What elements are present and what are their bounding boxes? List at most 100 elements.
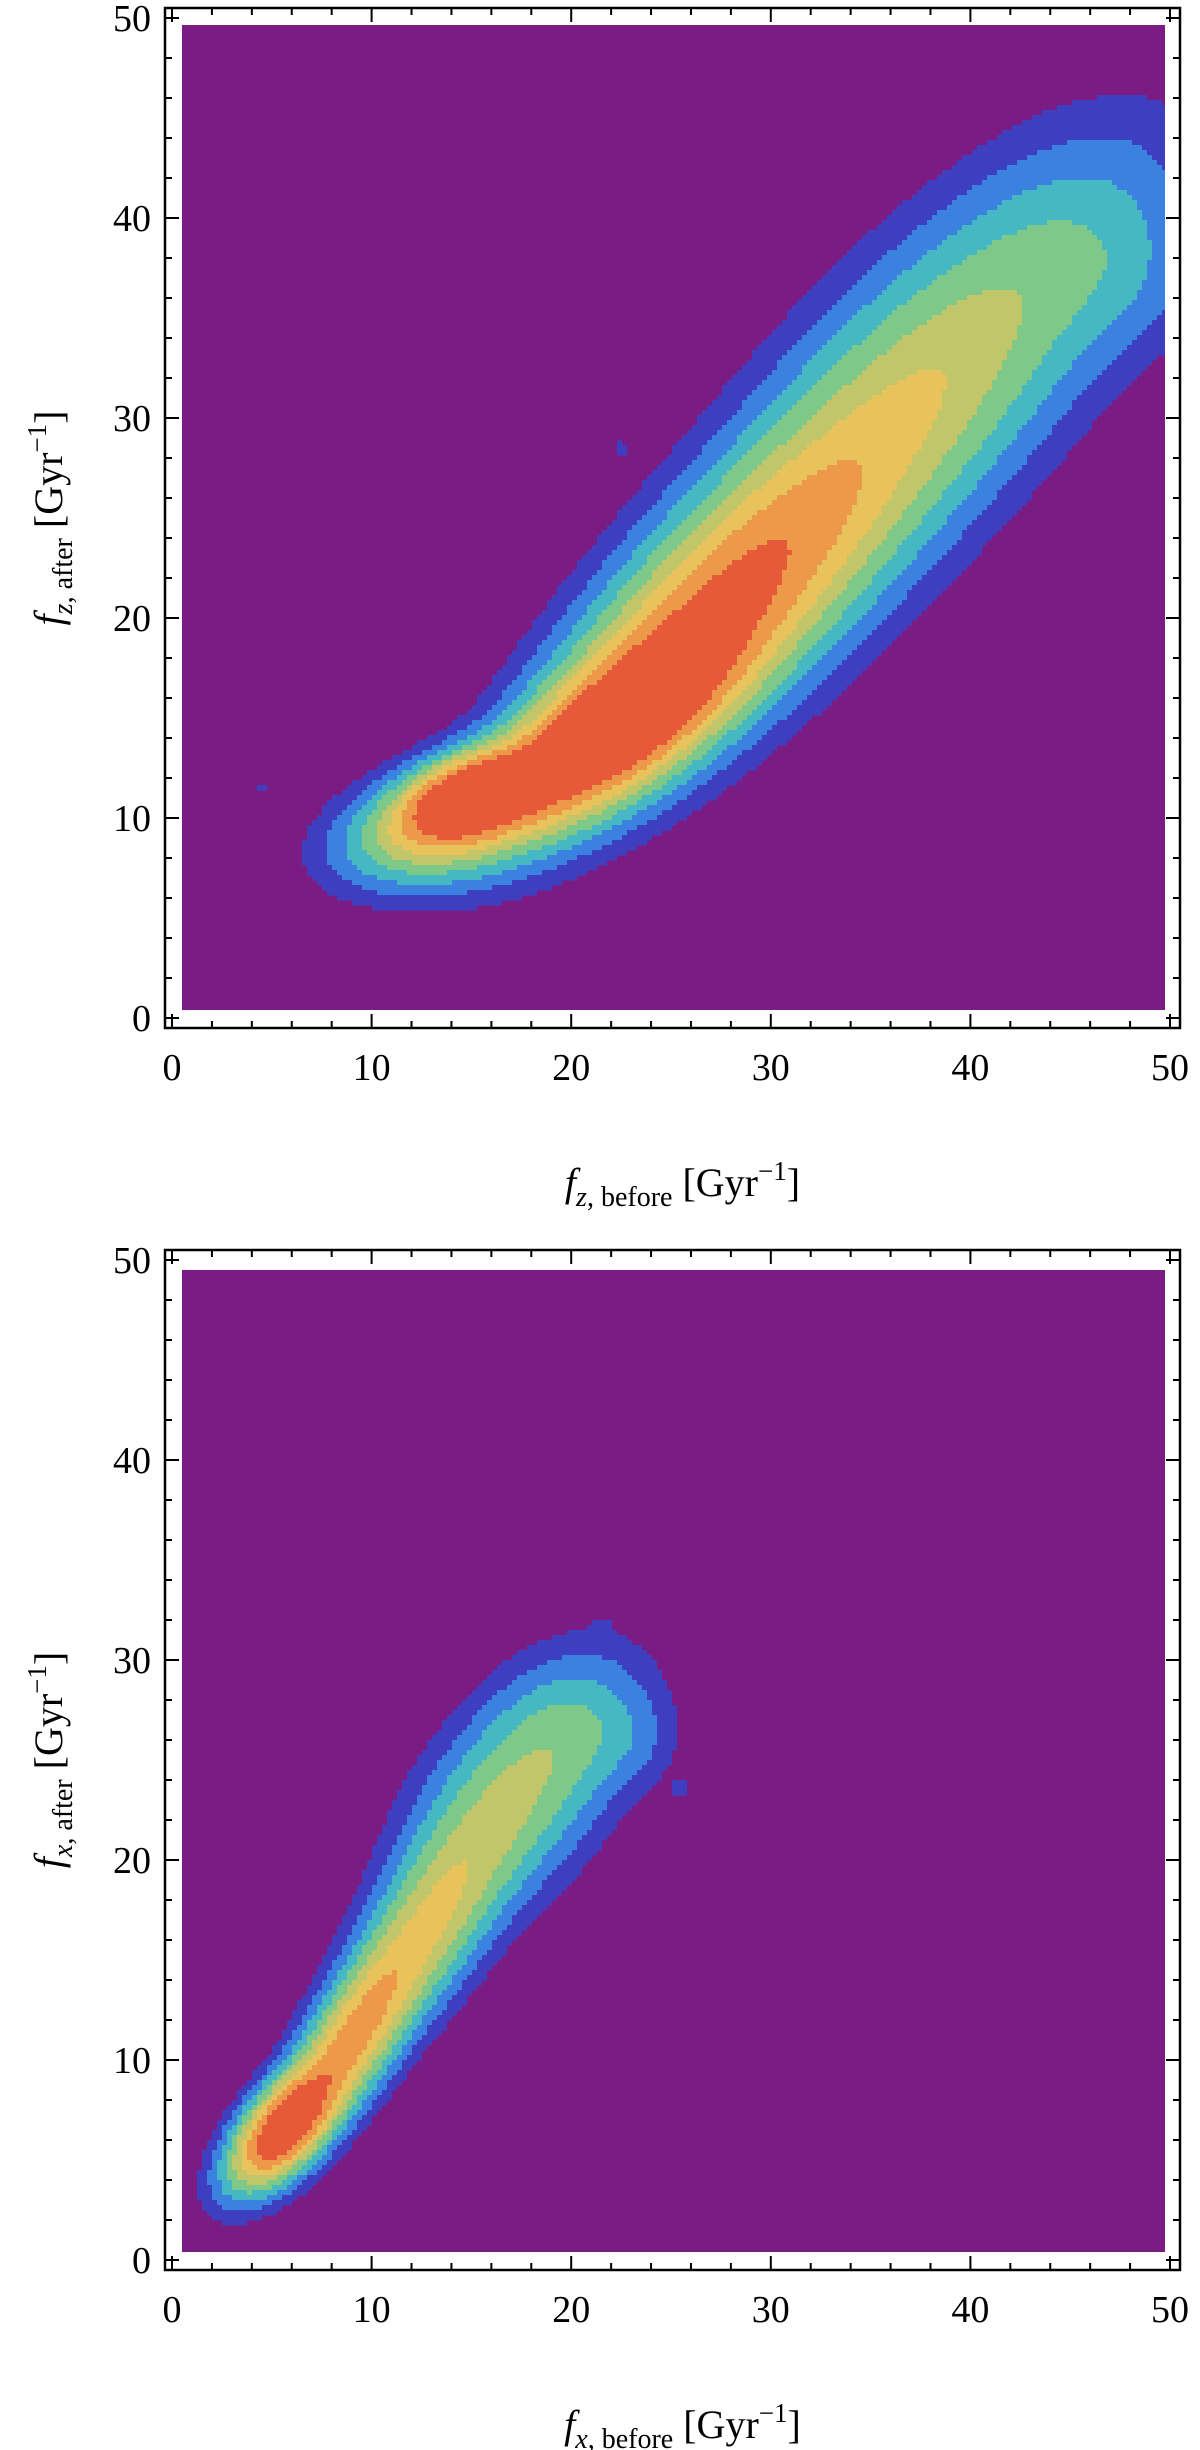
density-cell <box>597 1745 632 1751</box>
density-cell <box>482 1680 512 1686</box>
density-cell <box>532 730 542 736</box>
density-cell <box>287 2055 292 2061</box>
density-cell <box>622 565 642 571</box>
density-cell <box>402 760 417 766</box>
density-cell <box>692 775 712 781</box>
density-cell <box>437 1795 457 1801</box>
density-cell <box>362 2065 372 2071</box>
density-cell <box>1007 355 1042 361</box>
density-cell <box>977 450 1002 456</box>
density-cell <box>387 1810 412 1816</box>
density-cell <box>247 2080 257 2086</box>
density-cell <box>862 615 887 621</box>
density-cell <box>482 715 497 721</box>
density-cell <box>402 820 417 826</box>
density-cell <box>1087 345 1127 351</box>
density-cell <box>542 640 562 646</box>
density-cell <box>732 490 752 496</box>
density-cell <box>322 2025 332 2031</box>
density-cell <box>352 1965 362 1971</box>
density-cell <box>212 2130 222 2136</box>
density-cell <box>322 2105 332 2111</box>
density-cell <box>622 655 737 661</box>
density-cell <box>697 725 707 731</box>
density-cell <box>417 2025 427 2031</box>
density-cell <box>817 685 847 691</box>
density-cell <box>427 1745 452 1751</box>
density-cell <box>817 470 862 476</box>
density-cell <box>797 600 817 606</box>
density-cell <box>532 1690 612 1696</box>
density-cell <box>322 805 347 811</box>
density-cell <box>662 520 682 526</box>
density-cell <box>267 2105 277 2111</box>
density-cell <box>557 585 587 591</box>
density-cell <box>1027 460 1062 466</box>
density-cell <box>742 750 772 756</box>
density-cell <box>662 600 687 606</box>
density-cell <box>242 2110 247 2116</box>
density-cell <box>342 1945 352 1951</box>
density-cell <box>707 700 722 706</box>
density-cell <box>397 880 452 886</box>
density-cell <box>1092 340 1132 346</box>
density-cell <box>877 325 917 331</box>
density-cell <box>327 2150 332 2156</box>
density-cell <box>407 1875 422 1881</box>
density-cell <box>802 425 832 431</box>
density-cell <box>452 1800 477 1806</box>
density-cell <box>242 2125 252 2131</box>
density-cell <box>742 555 787 561</box>
density-cell <box>422 2035 437 2041</box>
y-tick-label: 40 <box>113 198 151 240</box>
density-cell <box>677 740 692 746</box>
density-cell <box>942 370 997 376</box>
density-cell <box>347 2070 357 2076</box>
density-cell <box>837 620 857 626</box>
density-cell <box>382 1895 397 1901</box>
density-cell <box>432 1885 462 1891</box>
density-cell <box>347 1960 357 1966</box>
density-cell <box>517 835 542 841</box>
density-cell <box>357 1920 367 1926</box>
density-cell <box>287 2065 292 2071</box>
density-cell <box>887 250 927 256</box>
density-cell <box>642 485 667 491</box>
density-cell <box>947 235 1002 241</box>
density-cell <box>347 2075 357 2081</box>
density-cell <box>902 475 932 481</box>
density-cell <box>1062 375 1097 381</box>
density-cell <box>452 1910 472 1916</box>
density-cell <box>322 2040 332 2046</box>
density-cell <box>927 285 1097 291</box>
density-cell <box>612 785 627 791</box>
density-cell <box>777 365 802 371</box>
density-cell <box>837 540 857 546</box>
x-axis-label: fz, before [Gyr−1] <box>565 1156 800 1213</box>
density-cell <box>917 490 942 496</box>
density-cell <box>927 250 977 256</box>
density-cell <box>957 160 1017 166</box>
density-cell <box>327 2020 337 2026</box>
density-cell <box>682 605 767 611</box>
density-cell <box>232 2115 237 2121</box>
density-cell <box>487 1880 507 1886</box>
density-cell <box>217 2140 227 2146</box>
density-cell <box>807 330 837 336</box>
density-cell <box>207 2170 217 2176</box>
density-cell <box>502 1860 522 1866</box>
density-cell <box>762 680 782 686</box>
density-cell <box>462 1985 477 1991</box>
density-cell <box>867 270 902 276</box>
density-cell <box>1137 200 1165 206</box>
density-cell <box>947 520 972 526</box>
density-cell <box>452 1995 467 2001</box>
density-cell <box>492 1925 507 1931</box>
density-cell <box>402 1925 447 1931</box>
density-cell <box>372 855 392 861</box>
density-cell <box>327 2095 337 2101</box>
density-cell <box>822 275 862 281</box>
density-cell <box>607 805 627 811</box>
density-cell <box>327 2160 337 2166</box>
density-cell <box>697 455 722 461</box>
